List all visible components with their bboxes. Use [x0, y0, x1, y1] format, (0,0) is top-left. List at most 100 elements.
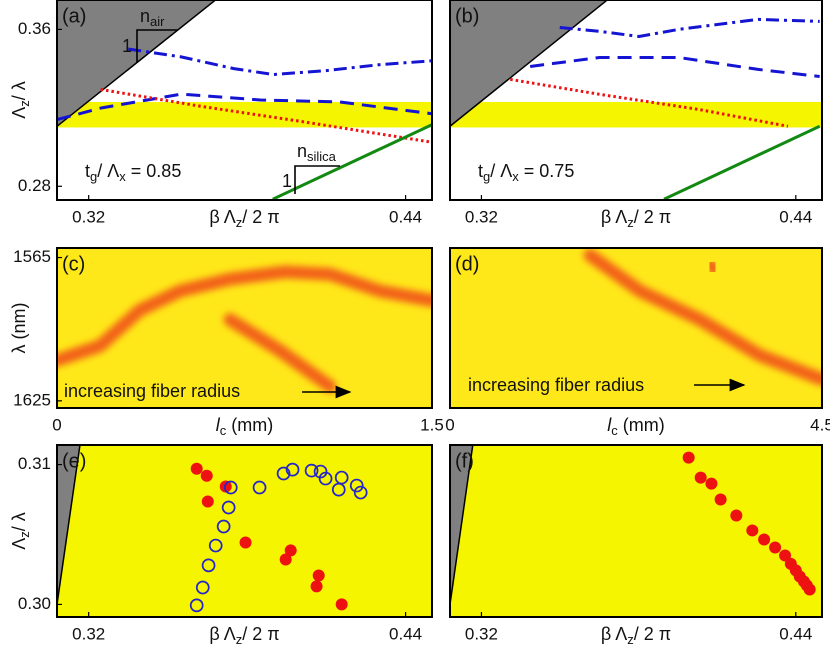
point [208, 538, 223, 553]
ridge [223, 313, 337, 394]
point [201, 558, 216, 573]
x-axis-label: β Λz/ 2 π [601, 207, 671, 231]
x-axis-label-part: c [611, 423, 618, 438]
point [318, 471, 333, 486]
point [190, 462, 203, 475]
frame [449, 444, 823, 618]
plot-area [450, 445, 822, 617]
point [304, 463, 319, 478]
panel-label: (f) [455, 450, 474, 472]
point [279, 553, 292, 566]
x-tick-label: 0.44 [779, 207, 812, 226]
point [284, 544, 297, 557]
point [769, 541, 782, 554]
point [746, 524, 759, 537]
annotation: nair [140, 6, 165, 30]
curve [529, 55, 820, 78]
x-axis-label-part: / 2 π [242, 207, 279, 227]
y-axis-label-part: Λ [9, 538, 29, 550]
plot-area [450, 0, 822, 200]
point [730, 509, 743, 522]
x-axis-label-part: β Λ [209, 624, 235, 644]
x-axis-label-part: c [220, 423, 227, 438]
annotation-part: silica [307, 149, 337, 164]
light-line-region [57, 445, 81, 605]
point [310, 580, 323, 593]
curve [272, 123, 432, 200]
x-axis-label-part: β Λ [209, 207, 235, 227]
x-tick-label: 0.32 [465, 624, 498, 643]
annotation-part: x [119, 169, 126, 184]
annotation: increasing fiber radius [64, 381, 240, 401]
curve [100, 87, 432, 144]
background [57, 445, 432, 617]
annotation: increasing fiber radius [468, 375, 644, 395]
point [694, 471, 707, 484]
background [450, 248, 822, 408]
annotation-part: / Λ [490, 161, 512, 181]
ridge [583, 248, 822, 386]
x-axis-label: β Λz/ 2 π [601, 624, 671, 648]
frame [56, 0, 433, 201]
point [252, 480, 267, 495]
slope-triangle [294, 165, 340, 194]
curve [559, 17, 820, 38]
x-tick-label: 0.32 [465, 207, 498, 226]
frame [449, 0, 823, 201]
panels: 0.280.360.32 0.44β Λz/ 2 πΛz/ λ(a)1nair1n… [9, 0, 830, 647]
y-tick-label: 1565 [13, 247, 51, 266]
x-tick-label: 0.44 [389, 624, 422, 643]
annotation-part: = 0.75 [519, 161, 575, 181]
frame [56, 444, 433, 618]
annotation-part: t [85, 161, 90, 181]
x-tick-label: 4.5 [810, 415, 830, 434]
curve [57, 92, 432, 122]
y-tick-label: 0.28 [18, 176, 51, 195]
annotation-part: n [140, 6, 150, 26]
point [312, 569, 325, 582]
y-axis-label: Λz/ λ [9, 512, 33, 550]
x-axis-label-part: l [216, 415, 221, 435]
plot-area [57, 0, 432, 200]
annotation-part: increasing fiber radius [468, 375, 644, 395]
annotation-part: = 0.85 [126, 161, 182, 181]
point [313, 464, 328, 479]
point [223, 480, 238, 495]
panel-label: (d) [455, 253, 479, 275]
light-line-region [450, 0, 609, 128]
panel-label: (c) [62, 253, 85, 275]
annotation-part: x [512, 169, 519, 184]
point [714, 493, 727, 506]
annotation-part: air [150, 14, 165, 29]
point [221, 500, 236, 515]
point [779, 549, 792, 562]
frame [56, 247, 433, 409]
point [335, 598, 348, 611]
curve [663, 124, 821, 200]
annotation-part: 1 [282, 171, 292, 191]
y-axis-label-part: z [17, 531, 32, 538]
y-axis-label-part: λ (nm) [9, 303, 29, 354]
point [758, 533, 771, 546]
background [450, 445, 822, 617]
y-axis-label-part: / λ [9, 81, 29, 100]
annotation-part: 1 [122, 36, 132, 56]
panel-label: (a) [62, 5, 86, 27]
y-axis-label-part: z [17, 100, 32, 107]
curve [128, 47, 432, 77]
x-axis-label-part: (mm) [618, 415, 665, 435]
x-tick-label: 0 [445, 415, 454, 434]
point [705, 477, 718, 490]
point [331, 482, 346, 497]
y-tick-label: 1625 [13, 390, 51, 409]
x-axis-label-part: / 2 π [634, 624, 671, 644]
frame [449, 247, 823, 409]
point [201, 495, 214, 508]
point [803, 583, 816, 596]
light-line-region [57, 0, 217, 128]
annotation: 1 [282, 171, 292, 191]
y-tick-label: 0.31 [18, 454, 51, 473]
ridge [703, 258, 722, 276]
y-tick-label: 0.30 [18, 594, 51, 613]
